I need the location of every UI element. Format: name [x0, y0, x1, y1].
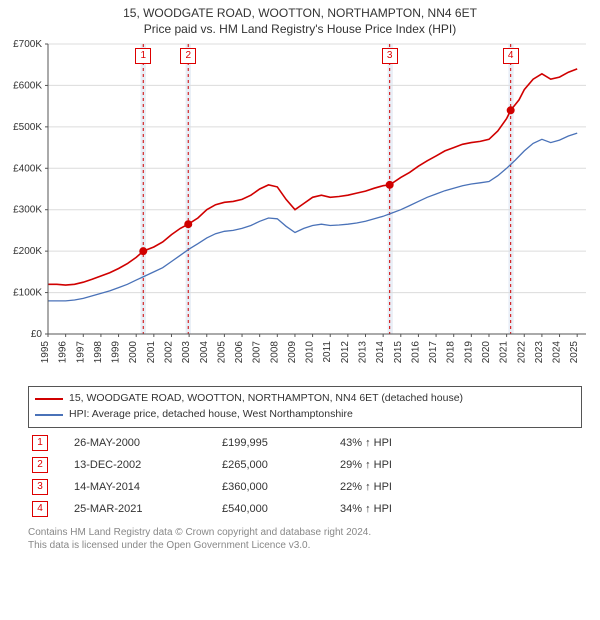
chart-area: £0 £100K £200K £300K £400K £500K £600K £700K 199… — [0, 38, 600, 378]
svg-text:2023: 2023 — [534, 341, 545, 364]
svg-text:2017: 2017 — [428, 341, 439, 364]
svg-text:1996: 1996 — [58, 341, 69, 364]
svg-text:2016: 2016 — [410, 341, 421, 364]
svg-text:2024: 2024 — [552, 341, 563, 364]
event-marker: 3 — [32, 479, 48, 495]
svg-text:£0: £0 — [31, 329, 43, 340]
event-price: £540,000 — [218, 498, 336, 520]
event-row: 4 25-MAR-2021£540,00034% ↑ HPI — [28, 498, 582, 520]
svg-text:2008: 2008 — [269, 341, 280, 364]
svg-text:2022: 2022 — [516, 341, 527, 364]
title-address: 15, WOODGATE ROAD, WOOTTON, NORTHAMPTON,… — [0, 6, 600, 20]
svg-text:£200K: £200K — [13, 246, 42, 257]
event-row: 3 14-MAY-2014£360,00022% ↑ HPI — [28, 476, 582, 498]
event-table: 1 26-MAY-2000£199,99543% ↑ HPI 2 13-DEC-200… — [28, 432, 582, 520]
event-price: £199,995 — [218, 432, 336, 454]
chart-event-marker: 3 — [382, 48, 398, 64]
svg-text:2012: 2012 — [340, 341, 351, 364]
svg-text:2021: 2021 — [499, 341, 510, 364]
chart-titles: 15, WOODGATE ROAD, WOOTTON, NORTHAMPTON,… — [0, 0, 600, 38]
svg-text:2006: 2006 — [234, 341, 245, 364]
event-date: 25-MAR-2021 — [70, 498, 218, 520]
event-marker: 1 — [32, 435, 48, 451]
event-pct: 34% ↑ HPI — [336, 498, 582, 520]
chart-event-marker: 1 — [135, 48, 151, 64]
svg-text:1999: 1999 — [111, 341, 122, 364]
svg-text:2005: 2005 — [216, 341, 227, 364]
svg-text:2007: 2007 — [252, 341, 263, 364]
chart-event-marker: 4 — [503, 48, 519, 64]
svg-text:1997: 1997 — [75, 341, 86, 364]
svg-text:2000: 2000 — [128, 341, 139, 364]
svg-text:2011: 2011 — [322, 341, 333, 363]
footer-line1: Contains HM Land Registry data © Crown c… — [28, 526, 582, 539]
legend-item: HPI: Average price, detached house, West… — [35, 407, 575, 423]
event-pct: 22% ↑ HPI — [336, 476, 582, 498]
svg-text:2009: 2009 — [287, 341, 298, 364]
svg-text:£700K: £700K — [13, 39, 42, 50]
legend-label: HPI: Average price, detached house, West… — [69, 407, 353, 423]
svg-text:£400K: £400K — [13, 163, 42, 174]
legend-label: 15, WOODGATE ROAD, WOOTTON, NORTHAMPTON,… — [69, 391, 463, 407]
event-date: 26-MAY-2000 — [70, 432, 218, 454]
event-marker: 4 — [32, 501, 48, 517]
svg-text:2020: 2020 — [481, 341, 492, 364]
legend: 15, WOODGATE ROAD, WOOTTON, NORTHAMPTON,… — [28, 386, 582, 428]
event-marker: 2 — [32, 457, 48, 473]
legend-swatch — [35, 414, 63, 416]
svg-text:2019: 2019 — [463, 341, 474, 364]
event-date: 14-MAY-2014 — [70, 476, 218, 498]
svg-text:2010: 2010 — [305, 341, 316, 364]
event-price: £265,000 — [218, 454, 336, 476]
event-date: 13-DEC-2002 — [70, 454, 218, 476]
event-row: 1 26-MAY-2000£199,99543% ↑ HPI — [28, 432, 582, 454]
event-pct: 29% ↑ HPI — [336, 454, 582, 476]
event-row: 2 13-DEC-2002£265,00029% ↑ HPI — [28, 454, 582, 476]
svg-text:2002: 2002 — [163, 341, 174, 364]
line-chart-svg: £0 £100K £200K £300K £400K £500K £600K £700K 199… — [0, 38, 600, 378]
svg-text:2014: 2014 — [375, 341, 386, 364]
svg-text:1995: 1995 — [40, 341, 51, 364]
event-pct: 43% ↑ HPI — [336, 432, 582, 454]
svg-text:2004: 2004 — [199, 341, 210, 364]
svg-text:£100K: £100K — [13, 288, 42, 299]
svg-text:£600K: £600K — [13, 80, 42, 91]
svg-text:2001: 2001 — [146, 341, 157, 364]
footer-attribution: Contains HM Land Registry data © Crown c… — [28, 526, 582, 552]
svg-text:£300K: £300K — [13, 205, 42, 216]
svg-text:2018: 2018 — [446, 341, 457, 364]
svg-text:2003: 2003 — [181, 341, 192, 364]
svg-text:£500K: £500K — [13, 122, 42, 133]
svg-text:2025: 2025 — [569, 341, 580, 364]
svg-text:1998: 1998 — [93, 341, 104, 364]
footer-line2: This data is licensed under the Open Gov… — [28, 539, 582, 552]
legend-swatch — [35, 398, 63, 400]
event-price: £360,000 — [218, 476, 336, 498]
chart-event-marker: 2 — [180, 48, 196, 64]
legend-item: 15, WOODGATE ROAD, WOOTTON, NORTHAMPTON,… — [35, 391, 575, 407]
svg-text:2013: 2013 — [358, 341, 369, 364]
svg-text:2015: 2015 — [393, 341, 404, 364]
title-subtitle: Price paid vs. HM Land Registry's House … — [0, 22, 600, 36]
